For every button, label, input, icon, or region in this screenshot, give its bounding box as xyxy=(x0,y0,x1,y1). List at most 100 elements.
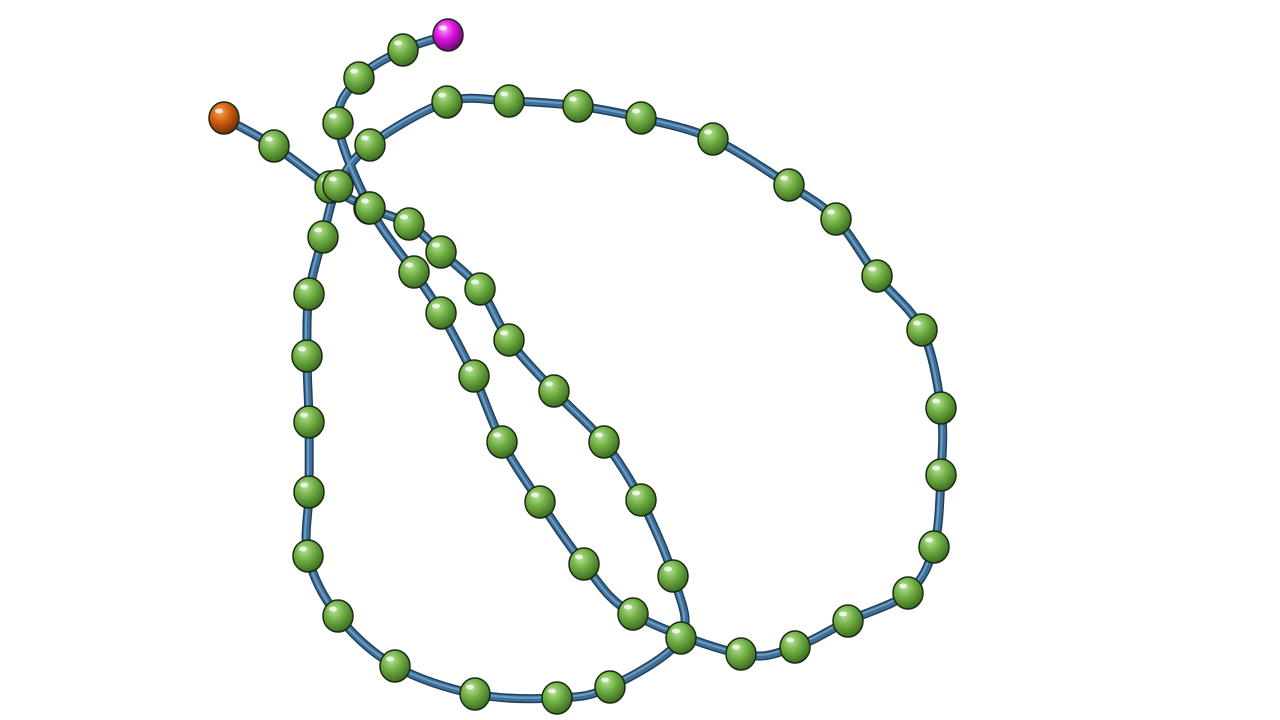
bead-specular xyxy=(471,279,479,285)
bead-specular xyxy=(465,366,473,372)
bead xyxy=(458,359,490,393)
bead xyxy=(464,272,496,306)
bead xyxy=(293,277,325,311)
bead-specular xyxy=(300,482,308,488)
bead-specular xyxy=(932,465,940,471)
bead xyxy=(292,539,324,573)
bead xyxy=(697,122,729,156)
bead xyxy=(779,630,811,664)
bead-specular xyxy=(632,490,640,496)
bead xyxy=(773,168,805,202)
bead xyxy=(918,530,950,564)
bead-specular xyxy=(601,677,609,683)
bead xyxy=(431,85,463,119)
bead xyxy=(568,547,600,581)
bead xyxy=(925,458,957,492)
bead xyxy=(387,33,419,67)
bead xyxy=(588,425,620,459)
bead-specular xyxy=(632,108,640,114)
bead-layer xyxy=(208,18,957,715)
bead-specular xyxy=(386,656,394,662)
bead xyxy=(625,101,657,135)
start-bead xyxy=(208,101,240,135)
bead-specular xyxy=(899,583,907,589)
bead xyxy=(322,169,354,203)
bead-specular xyxy=(624,604,632,610)
bead-specular xyxy=(672,628,680,634)
bead-specular xyxy=(466,684,474,690)
bead-specular xyxy=(704,129,712,135)
bead-specular xyxy=(299,546,307,552)
bead-specular xyxy=(569,96,577,102)
bead-specular xyxy=(432,242,440,248)
bead-specular xyxy=(780,175,788,181)
bead-specular xyxy=(400,214,408,220)
bead xyxy=(486,425,518,459)
bead xyxy=(393,207,425,241)
bead xyxy=(398,255,430,289)
bead xyxy=(625,483,657,517)
bead xyxy=(524,485,556,519)
bead-specular xyxy=(298,346,306,352)
bead xyxy=(459,677,491,711)
bead xyxy=(665,621,697,655)
bead xyxy=(354,191,386,225)
bead-specular xyxy=(839,611,847,617)
bead xyxy=(562,89,594,123)
bead xyxy=(725,637,757,671)
bead xyxy=(925,391,957,425)
bead xyxy=(493,323,525,357)
bead-specular xyxy=(732,644,740,650)
bead xyxy=(538,374,570,408)
bead-specular xyxy=(913,320,921,326)
bead-specular xyxy=(868,266,876,272)
bead xyxy=(657,559,689,593)
bead xyxy=(291,339,323,373)
bead-specular xyxy=(329,606,337,612)
end-bead xyxy=(432,18,464,52)
bead xyxy=(322,106,354,140)
bead xyxy=(541,681,573,715)
bead xyxy=(832,604,864,638)
bead-specular xyxy=(575,554,583,560)
bead xyxy=(425,235,457,269)
bead-specular xyxy=(361,135,369,141)
bead-specular xyxy=(827,209,835,215)
bead xyxy=(493,84,525,118)
bead xyxy=(307,220,339,254)
start-bead-specular xyxy=(215,108,223,114)
bead-specular xyxy=(350,68,358,74)
bead xyxy=(906,313,938,347)
bead xyxy=(322,599,354,633)
bead-specular xyxy=(664,566,672,572)
bead-specular xyxy=(432,303,440,309)
bead xyxy=(425,296,457,330)
bead-specular xyxy=(545,381,553,387)
bead xyxy=(354,128,386,162)
bead-specular xyxy=(493,432,501,438)
bead xyxy=(617,597,649,631)
bead xyxy=(861,259,893,293)
bead-specular xyxy=(300,284,308,290)
bead xyxy=(820,202,852,236)
bead xyxy=(892,576,924,610)
bead-specular xyxy=(531,492,539,498)
bead-specular xyxy=(394,40,402,46)
bead xyxy=(293,475,325,509)
bead-specular xyxy=(329,176,337,182)
bead-specular xyxy=(786,637,794,643)
bead-specular xyxy=(500,330,508,336)
bead-specular xyxy=(500,91,508,97)
bead-specular xyxy=(361,198,369,204)
bead xyxy=(293,405,325,439)
bead-specular xyxy=(438,92,446,98)
end-bead-specular xyxy=(439,25,447,31)
bead-specular xyxy=(300,412,308,418)
bead xyxy=(379,649,411,683)
bead-specular xyxy=(405,262,413,268)
bead-specular xyxy=(548,688,556,694)
bead xyxy=(594,670,626,704)
bead xyxy=(258,129,290,163)
